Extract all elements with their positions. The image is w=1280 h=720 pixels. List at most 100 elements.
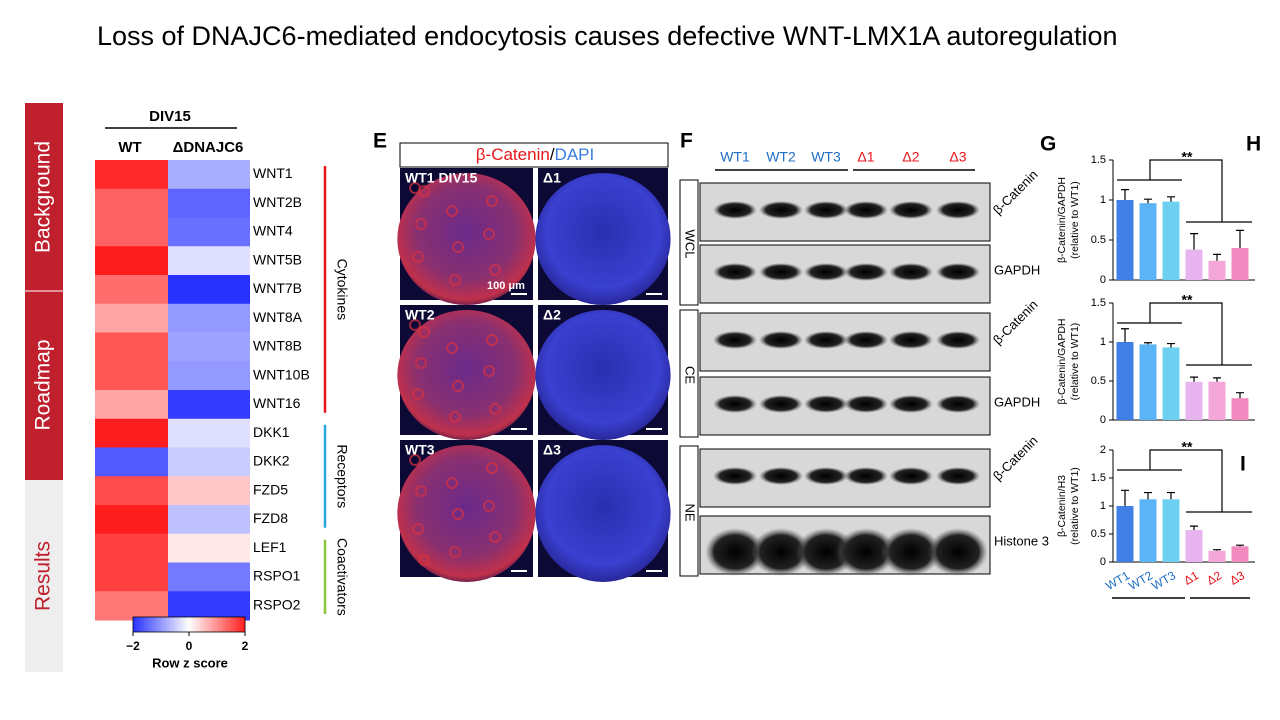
error-bar xyxy=(1121,189,1129,200)
bar xyxy=(1116,200,1134,280)
heatmap-cell xyxy=(168,390,250,420)
error-bar xyxy=(1213,377,1221,382)
colorbar-step xyxy=(144,617,148,632)
heatmap-cell xyxy=(168,476,250,506)
y-tick-label: 1.5 xyxy=(1091,154,1106,166)
micrograph-tissue xyxy=(397,173,536,305)
x-tick-label: Δ1 xyxy=(1181,568,1201,588)
panel-label: H xyxy=(1246,133,1261,156)
heatmap-cell xyxy=(168,246,250,276)
micrograph-rosette xyxy=(489,264,501,276)
error-bar xyxy=(1144,491,1152,500)
scale-bar-label: 100 μm xyxy=(487,280,525,292)
micrograph-label: WT2 xyxy=(405,307,435,323)
error-bar xyxy=(1144,342,1152,345)
sidebar-item[interactable]: Roadmap xyxy=(32,339,55,430)
heatmap-cell xyxy=(168,361,250,391)
heatmap-cell xyxy=(95,476,168,506)
error-bar xyxy=(1236,229,1244,248)
heatmap-cell xyxy=(95,275,168,305)
error-bar xyxy=(1190,525,1198,531)
colorbar-step xyxy=(194,617,198,632)
gene-label: LEF1 xyxy=(253,539,287,555)
heatmap-cell xyxy=(168,562,250,592)
blot-band xyxy=(751,528,811,576)
blot-band xyxy=(705,528,765,576)
y-axis-label: (relative to WT1) xyxy=(1069,181,1081,259)
blot-band xyxy=(889,263,933,281)
micrograph-tissue xyxy=(397,310,536,440)
colorbar-step xyxy=(233,617,238,632)
gene-label: RSPO2 xyxy=(253,596,301,612)
micrograph-rosette xyxy=(452,508,464,520)
micrograph-rosette xyxy=(452,380,464,392)
micrograph-label: Δ2 xyxy=(543,307,561,323)
heatmap-cell xyxy=(95,562,168,592)
lane-label: WT3 xyxy=(811,149,841,165)
blot-band xyxy=(804,395,848,413)
heatmap-cell xyxy=(95,188,168,218)
micrograph-rosette xyxy=(412,251,424,263)
micrograph-tissue xyxy=(535,310,671,440)
heatmap-cell xyxy=(168,447,250,477)
error-bar xyxy=(1167,491,1175,500)
blot-band xyxy=(713,395,757,413)
group-label: Coactivators xyxy=(334,538,350,616)
heatmap-cell xyxy=(168,217,250,247)
blot-band xyxy=(936,467,980,485)
fraction-box xyxy=(679,179,699,306)
bar xyxy=(1139,499,1157,562)
micrograph-tissue xyxy=(535,173,671,305)
x-tick-label: Δ2 xyxy=(1204,568,1224,588)
bar xyxy=(1231,248,1249,280)
panel-label: E xyxy=(373,130,387,153)
y-tick-label: 0.5 xyxy=(1091,528,1106,540)
colorbar-step xyxy=(189,617,193,632)
sidebar-item[interactable]: Results xyxy=(32,541,55,611)
stain-header: β-Catenin/DAPI xyxy=(476,145,594,164)
error-bar xyxy=(1236,544,1244,547)
sidebar-item[interactable]: Background xyxy=(32,141,55,253)
error-bar xyxy=(1190,376,1198,382)
blot-band xyxy=(713,467,757,485)
micrograph-rosette xyxy=(452,241,464,253)
bar xyxy=(1185,381,1203,420)
micrograph-rosette xyxy=(418,326,430,338)
y-axis-label: β-Catenin/H3 xyxy=(1056,475,1068,537)
column-label: WT xyxy=(118,139,141,156)
error-bar xyxy=(1167,196,1175,202)
colorbar-step xyxy=(191,617,196,632)
colorbar-step xyxy=(163,617,168,632)
micrograph-rosette xyxy=(483,500,495,512)
blot-band xyxy=(844,331,888,349)
colorbar-step xyxy=(166,617,170,632)
y-tick-label: 2 xyxy=(1100,444,1106,456)
micrograph-rosette xyxy=(486,462,498,474)
blot-band xyxy=(889,331,933,349)
colorbar-tick-label: 2 xyxy=(242,639,249,653)
colorbar-step xyxy=(180,617,184,632)
bar xyxy=(1162,499,1180,562)
panel-label: F xyxy=(680,130,693,153)
micrograph-rosette xyxy=(486,334,498,346)
micrograph-rosette xyxy=(446,205,458,217)
gene-label: WNT10B xyxy=(253,366,310,382)
gene-label: WNT7B xyxy=(253,280,302,296)
heatmap-cell xyxy=(168,160,250,190)
slide-title: Loss of DNAJC6-mediated endocytosis caus… xyxy=(97,21,1118,51)
colorbar-step xyxy=(152,617,156,632)
gene-label: FZD5 xyxy=(253,481,288,497)
blot-band xyxy=(759,331,803,349)
blot-label: GAPDH xyxy=(994,262,1040,277)
colorbar-step xyxy=(228,617,232,632)
colorbar-step xyxy=(169,617,173,632)
bar xyxy=(1116,342,1134,420)
micrograph-rosette xyxy=(483,228,495,240)
y-tick-label: 0.5 xyxy=(1091,375,1106,387)
micrograph-rosette xyxy=(418,554,430,566)
bar xyxy=(1185,530,1203,562)
y-tick-label: 1 xyxy=(1100,194,1106,206)
bar xyxy=(1139,203,1157,280)
micrograph-rosette xyxy=(483,365,495,377)
